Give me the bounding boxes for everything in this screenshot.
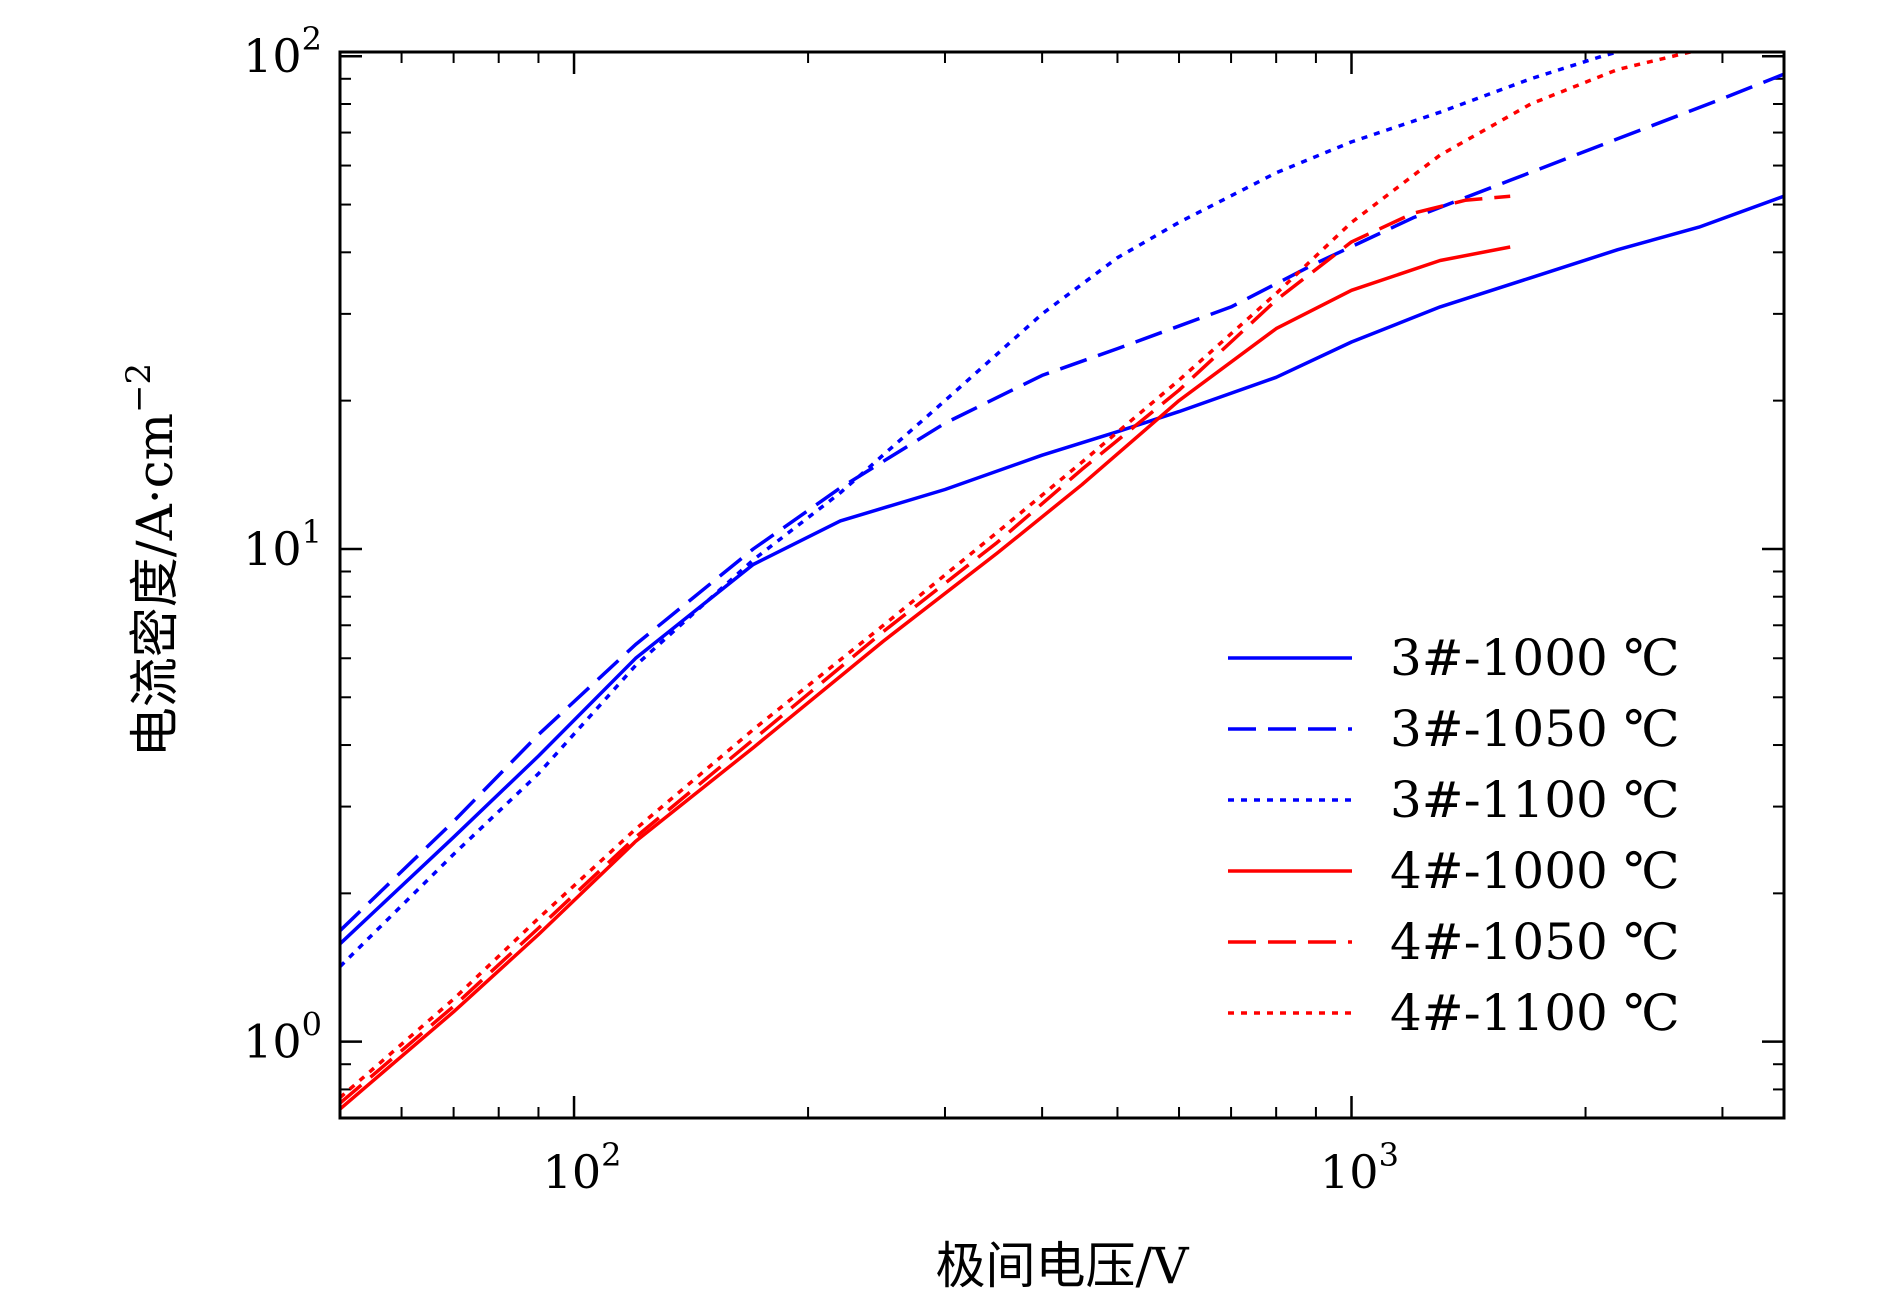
plot-frame xyxy=(338,50,1786,1120)
y-tick-label: 102 xyxy=(243,20,322,83)
legend-label: 3#-1050 ℃ xyxy=(1390,700,1680,758)
legend-item: 3#-1050 ℃ xyxy=(1228,700,1680,758)
series-layer xyxy=(340,52,1784,1111)
x-tick-labels: 102 103 xyxy=(543,1136,1399,1199)
y-tick-label: 101 xyxy=(243,513,322,576)
legend: 3#-1000 ℃ 3#-1050 ℃ 3#-1100 ℃ 4#-1000 ℃ 4#-1… xyxy=(1228,629,1680,1042)
series-line-6 xyxy=(340,52,1698,1099)
series-line-3 xyxy=(340,52,1624,968)
legend-item: 4#-1050 ℃ xyxy=(1228,913,1680,971)
legend-label: 4#-1000 ℃ xyxy=(1390,842,1680,900)
minor-ticks xyxy=(340,52,1784,1119)
y-axis-label-exponent: −2 xyxy=(119,363,159,413)
y-axis-label-text: 电流密度/A·cm xyxy=(126,413,184,757)
legend-item: 3#-1100 ℃ xyxy=(1228,771,1680,829)
series-line-2 xyxy=(340,72,1784,932)
y-tick-label: 100 xyxy=(243,1006,322,1069)
x-axis-label: 极间电压/V xyxy=(936,1237,1190,1295)
legend-label: 4#-1100 ℃ xyxy=(1390,984,1680,1042)
legend-item: 3#-1000 ℃ xyxy=(1228,629,1680,687)
y-tick-labels: 100 101 102 xyxy=(243,20,322,1068)
x-tick-label: 102 xyxy=(543,1136,622,1199)
legend-label: 4#-1050 ℃ xyxy=(1390,913,1680,971)
major-ticks xyxy=(340,52,1784,1118)
legend-label: 3#-1000 ℃ xyxy=(1390,629,1680,687)
series-line-5 xyxy=(340,194,1511,1105)
legend-item: 4#-1000 ℃ xyxy=(1228,842,1680,900)
series-line-1 xyxy=(340,194,1784,946)
legend-label: 3#-1100 ℃ xyxy=(1390,771,1680,829)
legend-item: 4#-1100 ℃ xyxy=(1228,984,1680,1042)
series-line-4 xyxy=(340,245,1511,1111)
y-axis-label: 电流密度/A·cm−2 xyxy=(119,363,184,757)
x-tick-label: 103 xyxy=(1320,1136,1399,1199)
